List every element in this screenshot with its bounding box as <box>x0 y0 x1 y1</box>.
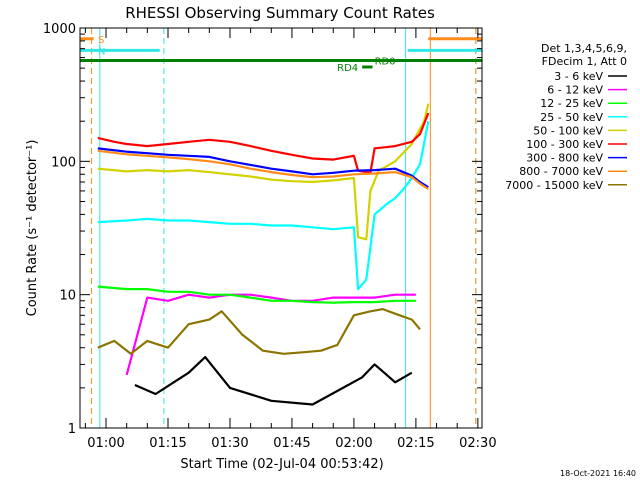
legend-label-6: 300 - 800 keV <box>526 152 603 165</box>
series-line-5 <box>97 112 430 174</box>
legend-label-7: 800 - 7000 keV <box>519 165 603 178</box>
x-tick-label: 02:00 <box>335 436 372 451</box>
series-line-4 <box>97 103 430 241</box>
legend-header-detectors: Det 1,3,4,5,6,9, <box>541 42 627 55</box>
series-lines <box>97 103 430 406</box>
flag-label-rd0: RD0 <box>375 57 396 68</box>
series-line-1 <box>125 293 416 376</box>
x-tick-label: 01:00 <box>87 436 124 451</box>
flag-label-s: S <box>98 35 104 46</box>
x-tick-label: 02:30 <box>459 436 496 451</box>
series-line-0 <box>134 356 413 406</box>
plot-axes: 1 10 100 1000 01:00 01:15 01:30 01:45 02:00 02:15… <box>43 22 497 451</box>
plot-frame <box>79 27 483 429</box>
y-tick-label: 100 <box>51 155 76 170</box>
flag-label-n: N <box>98 46 105 57</box>
chart-title: RHESSI Observing Summary Count Rates <box>125 4 435 22</box>
flag-label-rd4: RD4 <box>337 63 358 74</box>
y-tick-label: 1 <box>68 422 76 437</box>
x-tick-label: 01:30 <box>211 436 248 451</box>
x-axis-label: Start Time (02-Jul-04 00:53:42) <box>180 457 383 472</box>
flag-bars: SN RD0 RD4 <box>80 35 482 74</box>
vertical-markers <box>91 28 477 428</box>
legend-label-2: 12 - 25 keV <box>540 97 603 110</box>
series-line-3 <box>97 120 430 291</box>
x-tick-label: 01:15 <box>149 436 186 451</box>
legend-label-5: 100 - 300 keV <box>526 138 603 151</box>
legend-label-0: 3 - 6 keV <box>554 70 603 83</box>
y-axis-label: Count Rate (s⁻¹ detector⁻¹) <box>25 140 40 317</box>
legend-label-3: 25 - 50 keV <box>540 111 603 124</box>
series-line-7 <box>97 149 429 190</box>
timestamp: 18-Oct-2021 16:40 <box>560 469 636 478</box>
y-tick-label: 10 <box>59 289 76 304</box>
legend-label-8: 7000 - 15000 keV <box>505 179 603 192</box>
legend-header-decimation: FDecim 1, Att 0 <box>542 55 627 68</box>
x-tick-label: 01:45 <box>273 436 310 451</box>
legend-label-4: 50 - 100 keV <box>533 124 603 137</box>
legend-label-1: 6 - 12 keV <box>547 84 603 97</box>
series-line-2 <box>97 285 416 304</box>
y-tick-label: 1000 <box>43 22 76 37</box>
series-line-6 <box>97 147 429 189</box>
x-tick-label: 02:15 <box>397 436 434 451</box>
series-line-8 <box>97 308 421 355</box>
